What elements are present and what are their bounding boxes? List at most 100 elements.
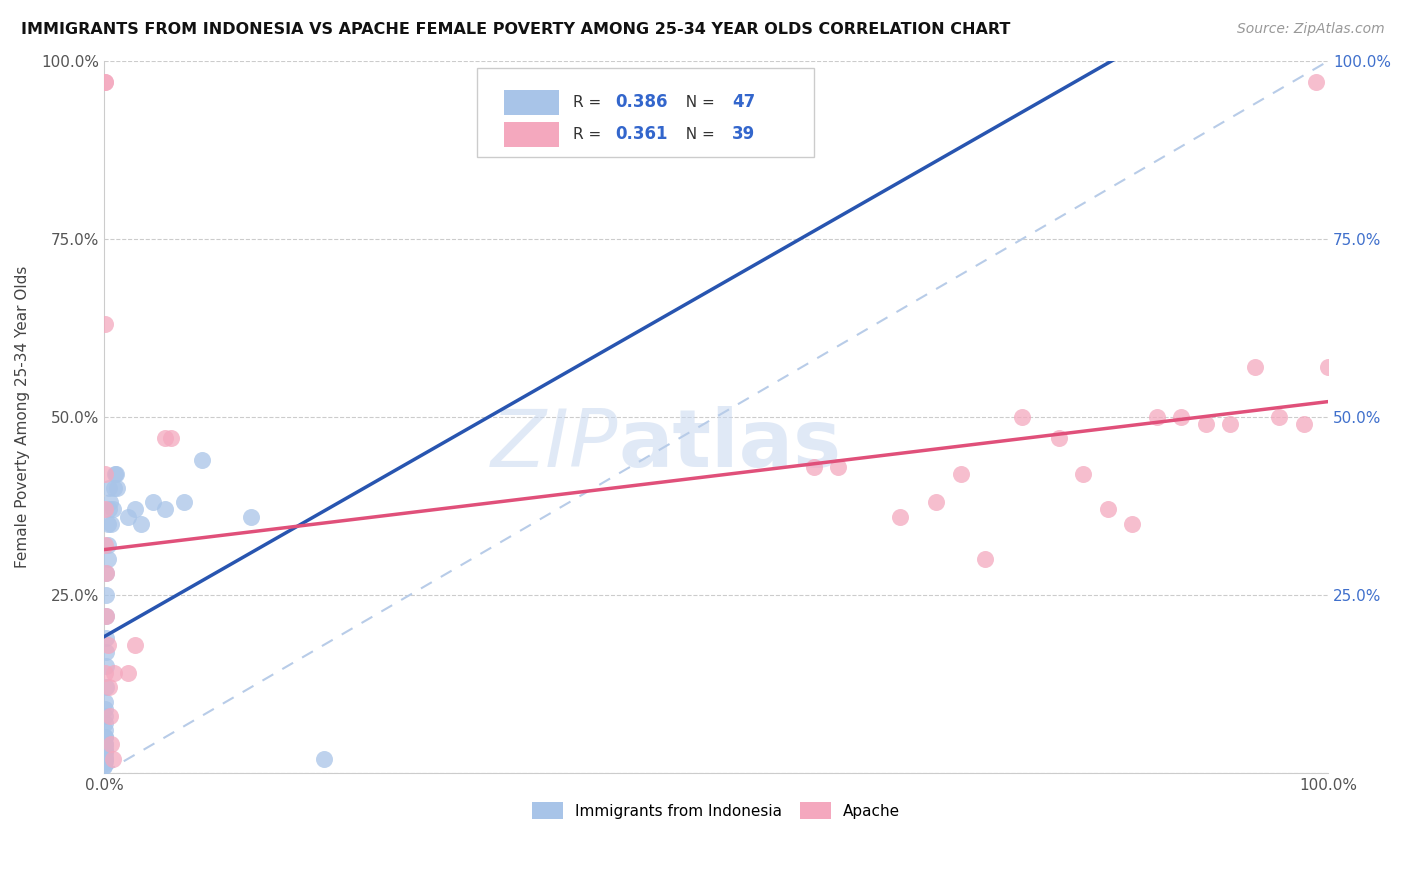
Point xyxy=(94,666,117,681)
Bar xyxy=(505,89,560,115)
Point xyxy=(97,681,120,695)
Point xyxy=(96,588,118,602)
Point xyxy=(1097,502,1119,516)
Point xyxy=(949,467,972,481)
Point xyxy=(94,701,117,715)
Text: 0.361: 0.361 xyxy=(616,126,668,144)
Point xyxy=(129,516,152,531)
Point xyxy=(1071,467,1094,481)
Text: N =: N = xyxy=(676,127,720,142)
Point xyxy=(94,730,117,744)
Point xyxy=(94,75,117,89)
Point xyxy=(117,666,139,681)
Point xyxy=(94,737,117,751)
Point xyxy=(1243,360,1265,375)
Point xyxy=(94,318,117,332)
Point xyxy=(94,659,117,673)
Point xyxy=(94,538,117,552)
Point xyxy=(93,758,115,772)
Point xyxy=(103,481,125,495)
Point xyxy=(314,751,336,765)
Point xyxy=(827,459,849,474)
Point xyxy=(160,431,183,445)
Text: IMMIGRANTS FROM INDONESIA VS APACHE FEMALE POVERTY AMONG 25-34 YEAR OLDS CORRELA: IMMIGRANTS FROM INDONESIA VS APACHE FEMA… xyxy=(21,22,1011,37)
Point xyxy=(97,538,120,552)
Point xyxy=(97,638,120,652)
Point xyxy=(803,459,825,474)
Point xyxy=(1047,431,1070,445)
Point xyxy=(97,552,120,566)
Legend: Immigrants from Indonesia, Apache: Immigrants from Indonesia, Apache xyxy=(526,796,907,826)
Point xyxy=(889,509,911,524)
Point xyxy=(94,695,117,709)
Point xyxy=(107,481,129,495)
Point xyxy=(94,75,117,89)
Point xyxy=(94,681,117,695)
Point xyxy=(94,744,117,758)
Point xyxy=(96,566,118,581)
Point xyxy=(124,638,146,652)
Point xyxy=(1170,409,1192,424)
Point xyxy=(96,645,118,659)
Point xyxy=(1195,417,1218,431)
FancyBboxPatch shape xyxy=(478,69,814,157)
Point xyxy=(93,755,115,769)
Point xyxy=(97,502,120,516)
Text: Source: ZipAtlas.com: Source: ZipAtlas.com xyxy=(1237,22,1385,37)
Point xyxy=(98,495,121,509)
Point xyxy=(173,495,195,509)
Point xyxy=(94,751,117,765)
Point xyxy=(94,730,117,744)
Point xyxy=(94,737,117,751)
Point xyxy=(1305,75,1327,89)
Point xyxy=(124,502,146,516)
Point xyxy=(925,495,948,509)
Text: 0.386: 0.386 xyxy=(616,94,668,112)
Point xyxy=(1011,409,1033,424)
Point xyxy=(96,609,118,624)
Point xyxy=(97,481,120,495)
Point xyxy=(93,758,115,772)
Text: 47: 47 xyxy=(733,94,755,112)
Point xyxy=(94,715,117,730)
Point xyxy=(103,666,125,681)
Point xyxy=(96,631,118,645)
Point xyxy=(93,751,115,765)
Point xyxy=(100,737,122,751)
Point xyxy=(191,452,214,467)
Text: N =: N = xyxy=(676,95,720,110)
Point xyxy=(105,467,128,481)
Point xyxy=(94,723,117,737)
Point xyxy=(1146,409,1168,424)
Text: 39: 39 xyxy=(733,126,755,144)
Text: ZIP: ZIP xyxy=(491,407,619,484)
Point xyxy=(117,509,139,524)
Point xyxy=(1219,417,1241,431)
Point xyxy=(974,552,997,566)
Point xyxy=(96,609,118,624)
Point xyxy=(1317,360,1340,375)
Point xyxy=(96,566,118,581)
Text: R =: R = xyxy=(572,95,606,110)
Text: atlas: atlas xyxy=(619,407,841,484)
Point xyxy=(153,431,176,445)
Point xyxy=(94,744,117,758)
Y-axis label: Female Poverty Among 25-34 Year Olds: Female Poverty Among 25-34 Year Olds xyxy=(15,266,30,568)
Point xyxy=(1292,417,1315,431)
Point xyxy=(94,747,117,762)
Point xyxy=(100,516,122,531)
Point xyxy=(94,467,117,481)
Point xyxy=(1268,409,1291,424)
Point xyxy=(101,502,124,516)
Point xyxy=(142,495,165,509)
Bar xyxy=(505,121,560,147)
Point xyxy=(98,708,121,723)
Point xyxy=(94,740,117,755)
Point xyxy=(1121,516,1143,531)
Point xyxy=(94,502,117,516)
Point xyxy=(97,516,120,531)
Point xyxy=(239,509,262,524)
Point xyxy=(153,502,176,516)
Point xyxy=(104,467,127,481)
Point xyxy=(93,755,115,769)
